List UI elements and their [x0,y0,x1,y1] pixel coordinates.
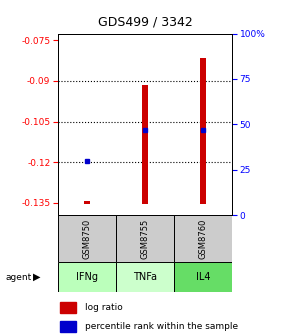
Bar [60,321,76,332]
Bar [116,215,174,262]
Bar [200,58,206,204]
Text: GSM8760: GSM8760 [198,218,208,259]
Text: percentile rank within the sample: percentile rank within the sample [85,322,238,331]
Bar [58,262,116,292]
Bar [84,202,90,204]
Bar [142,85,148,204]
Text: IFNg: IFNg [76,272,98,282]
Bar [174,215,232,262]
Text: GDS499 / 3342: GDS499 / 3342 [98,15,192,28]
Bar [174,262,232,292]
Bar [116,262,174,292]
Text: log ratio: log ratio [85,303,123,312]
Bar [58,215,116,262]
Text: ▶: ▶ [33,272,41,282]
Text: agent: agent [6,273,32,282]
Text: TNFa: TNFa [133,272,157,282]
Text: IL4: IL4 [196,272,210,282]
Text: GSM8755: GSM8755 [140,218,150,259]
Bar [60,302,76,313]
Text: GSM8750: GSM8750 [82,218,92,259]
